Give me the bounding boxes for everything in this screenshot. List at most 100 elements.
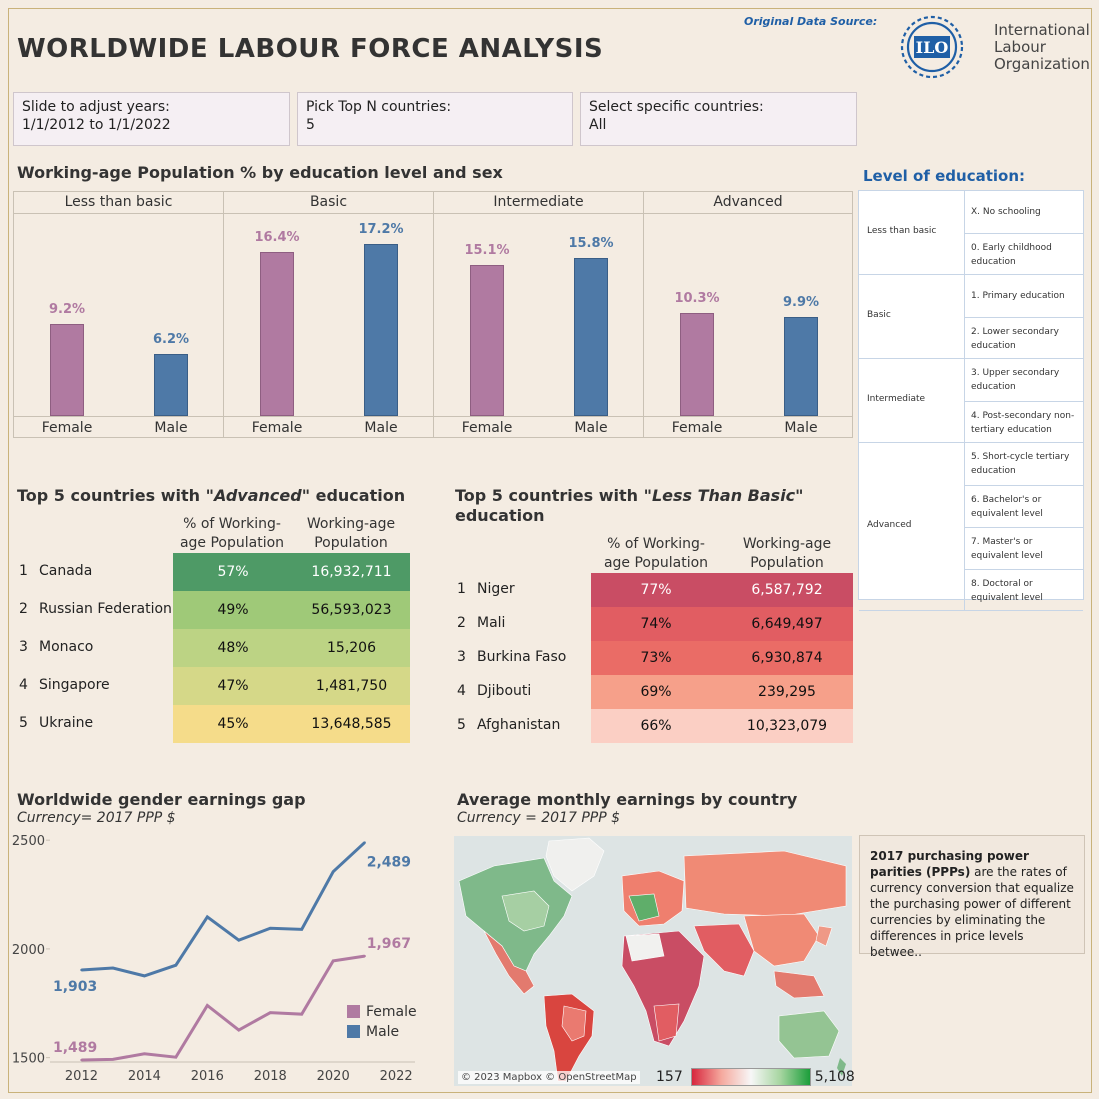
row-country[interactable]: Singapore <box>39 677 110 693</box>
female-point[interactable] <box>363 954 366 958</box>
map-title: Average monthly earnings by country <box>457 790 798 809</box>
edu-level-item: 4. Post-secondary non-tertiary education <box>964 401 1083 443</box>
row-country[interactable]: Burkina Faso <box>477 649 567 665</box>
female-point[interactable] <box>331 959 335 963</box>
row-country[interactable]: Monaco <box>39 639 94 655</box>
col-header-pop: Working-age Population <box>306 516 396 551</box>
legend-min: 157 <box>656 1069 683 1085</box>
ppp-note: 2017 purchasing power parities (PPPs) ar… <box>859 835 1085 959</box>
male-axis-label: Male <box>574 420 608 436</box>
male-line[interactable] <box>81 841 366 978</box>
legend-label[interactable]: Female <box>366 1004 417 1020</box>
filter-value[interactable]: All <box>589 117 607 133</box>
edu-level-item: 6. Bachelor's or equivalent level <box>964 485 1083 527</box>
row-rank: 2 <box>457 615 466 631</box>
female-axis-label: Female <box>461 420 513 436</box>
row-pct-cell: 73% <box>591 641 721 675</box>
female-point[interactable] <box>300 1012 303 1016</box>
male-point[interactable] <box>269 927 272 930</box>
filter-value[interactable]: 1/1/2012 to 1/1/2022 <box>22 117 171 133</box>
x-tick-label: 2014 <box>128 1069 161 1084</box>
female-bar[interactable] <box>470 265 504 416</box>
male-bar[interactable] <box>574 258 608 416</box>
row-country[interactable]: Russian Federation <box>39 601 172 617</box>
filter-value[interactable]: 5 <box>306 117 315 133</box>
col-header-pct: % of Working-age Population <box>179 516 285 551</box>
x-tick-label: 2020 <box>317 1069 350 1084</box>
female-bar[interactable] <box>50 324 84 416</box>
male-point[interactable] <box>300 928 303 931</box>
male-point[interactable] <box>143 974 146 978</box>
row-pct-cell: 47% <box>173 667 293 705</box>
earnings-chart-subtitle: Currency= 2017 PPP $ <box>17 810 176 826</box>
edu-legend-title: Level of education: <box>863 167 1025 185</box>
earnings-line-chart[interactable]: 2500 2000 1500 2012 2014 2016 2018 2020 2022 1,90… <box>0 830 440 1090</box>
male-point[interactable] <box>111 966 115 970</box>
row-country[interactable]: Canada <box>39 563 93 579</box>
data-source-label[interactable]: Original Data Source: <box>744 15 878 28</box>
female-point[interactable] <box>174 1056 178 1059</box>
axis-line <box>644 416 852 417</box>
female-bar[interactable] <box>680 313 714 416</box>
edu-group-name: Advanced <box>867 520 912 530</box>
org-name: International Labour Organization <box>994 22 1090 73</box>
edu-legend-group: Intermediate 3. Upper secondary education… <box>859 359 1083 443</box>
male-point[interactable] <box>363 841 366 844</box>
world-map-graphic <box>454 836 852 1086</box>
row-pct-cell: 45% <box>173 705 293 743</box>
row-country[interactable]: Mali <box>477 615 506 631</box>
female-point[interactable] <box>269 1011 272 1014</box>
dashboard-title: WORLDWIDE LABOUR FORCE ANALYSIS <box>17 34 604 64</box>
male-point[interactable] <box>80 968 83 972</box>
year-range-filter[interactable]: Slide to adjust years: 1/1/2012 to 1/1/2… <box>13 92 290 146</box>
row-rank: 4 <box>457 683 466 699</box>
x-tick-label: 2018 <box>254 1069 287 1084</box>
x-tick-label: 2016 <box>191 1069 224 1084</box>
org-name-line: Labour <box>994 38 1046 56</box>
female-bar[interactable] <box>260 252 294 416</box>
male-bar[interactable] <box>784 317 818 416</box>
edu-legend-group: Less than basic X. No schooling 0. Early c… <box>859 191 1083 275</box>
top-n-filter[interactable]: Pick Top N countries: 5 <box>297 92 573 146</box>
female-point[interactable] <box>80 1058 83 1062</box>
edu-panel: Basic 16.4% Female 17.2% Male <box>224 192 434 437</box>
male-point[interactable] <box>237 939 240 942</box>
earnings-map[interactable]: © 2023 Mapbox © OpenStreetMap <box>454 836 852 1086</box>
edu-panel-header: Advanced <box>644 192 852 214</box>
filter-label: Select specific countries: <box>589 99 764 115</box>
col-header-pop: Working-age Population <box>742 536 832 571</box>
male-point[interactable] <box>206 915 209 919</box>
edu-level-item: 5. Short-cycle tertiary education <box>964 443 1083 485</box>
male-point[interactable] <box>174 964 178 967</box>
male-bar[interactable] <box>154 354 188 416</box>
edu-legend-group: Basic 1. Primary education 2. Lower second… <box>859 275 1083 359</box>
male-start-label: 1,903 <box>53 979 97 995</box>
row-rank: 2 <box>19 601 28 617</box>
row-rank: 1 <box>19 563 28 579</box>
female-line[interactable] <box>81 954 365 1062</box>
row-country[interactable]: Niger <box>477 581 515 597</box>
ilo-logo-icon[interactable]: ILO <box>890 12 984 82</box>
legend-swatch <box>347 1005 360 1018</box>
map-attribution[interactable]: © 2023 Mapbox © OpenStreetMap <box>458 1071 640 1084</box>
edu-level-item: 7. Master's or equivalent level <box>964 527 1083 569</box>
female-point[interactable] <box>111 1058 115 1061</box>
legend-label[interactable]: Male <box>366 1024 399 1040</box>
edu-panel-header: Intermediate <box>434 192 643 214</box>
row-country[interactable]: Ukraine <box>39 715 94 731</box>
org-name-line: International <box>994 21 1090 39</box>
female-point[interactable] <box>143 1052 146 1055</box>
org-name-line: Organization <box>994 55 1090 73</box>
y-tick-label: 2000 <box>12 943 45 958</box>
female-point[interactable] <box>206 1004 209 1007</box>
row-country[interactable]: Djibouti <box>477 683 532 699</box>
axis-line <box>434 416 643 417</box>
country-filter[interactable]: Select specific countries: All <box>580 92 857 146</box>
axis-line <box>14 416 223 417</box>
logo-text: ILO <box>916 38 949 57</box>
male-point[interactable] <box>331 870 335 873</box>
female-point[interactable] <box>237 1028 240 1032</box>
row-country[interactable]: Afghanistan <box>477 717 561 733</box>
female-start-label: 1,489 <box>53 1040 97 1056</box>
male-bar[interactable] <box>364 244 398 416</box>
